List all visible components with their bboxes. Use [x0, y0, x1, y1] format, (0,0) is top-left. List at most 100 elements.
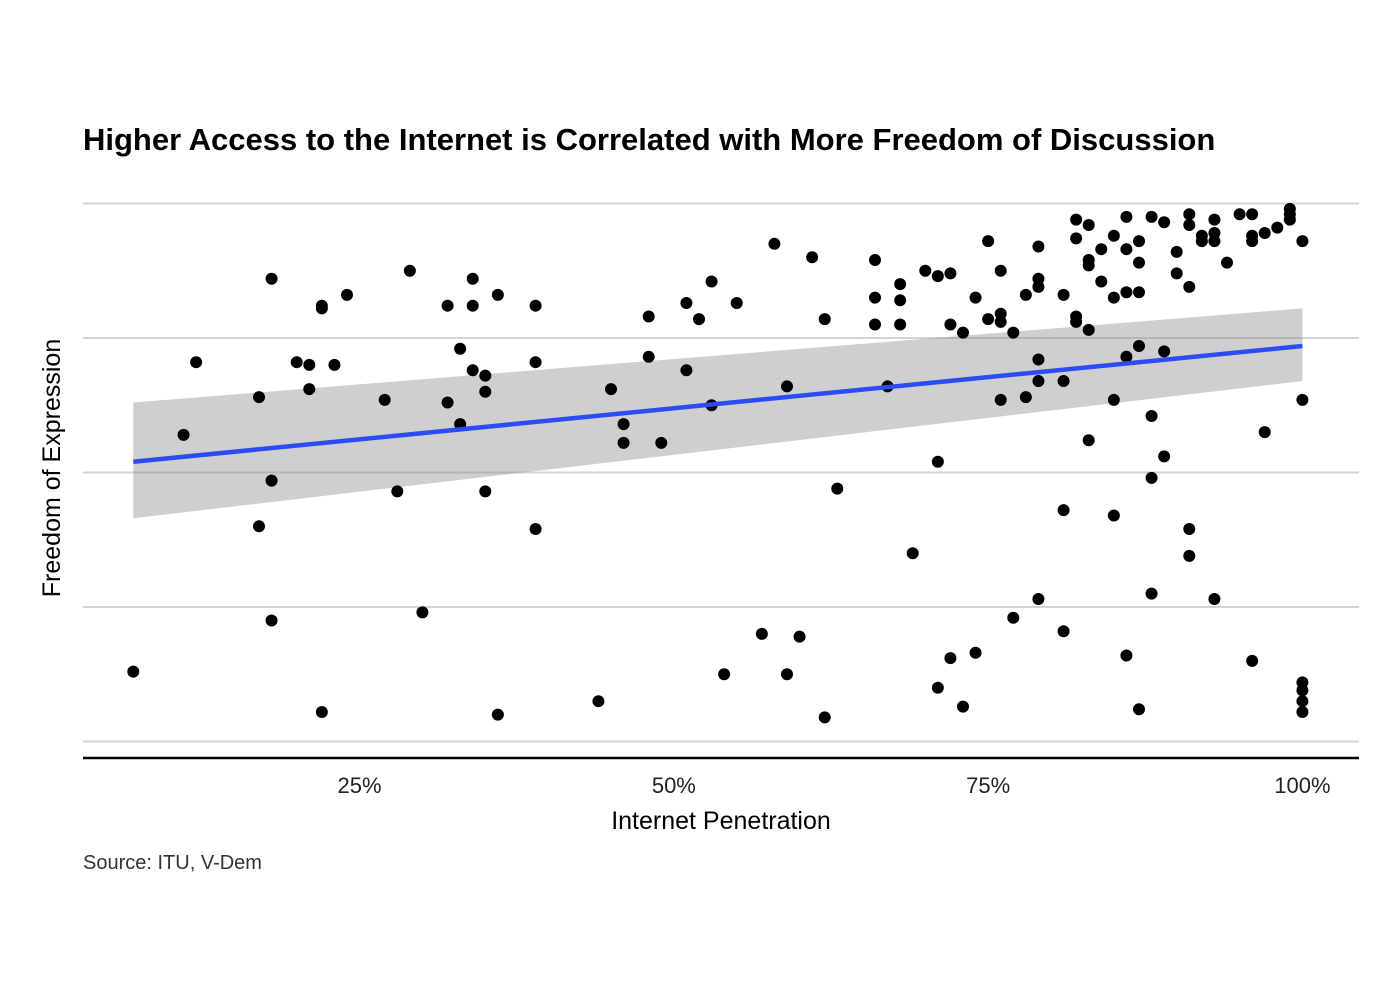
- data-point: [1145, 210, 1158, 223]
- y-axis-title: Freedom of Expression: [38, 339, 66, 597]
- data-point: [1233, 208, 1246, 221]
- trend-line: [133, 343, 1303, 464]
- data-point: [328, 358, 341, 371]
- data-point: [969, 646, 982, 659]
- data-point: [1082, 434, 1095, 447]
- data-point: [1133, 256, 1145, 269]
- data-point: [479, 485, 492, 498]
- data-point: [994, 264, 1007, 277]
- data-point: [1007, 326, 1020, 339]
- data-point: [1208, 213, 1221, 226]
- data-point: [1296, 684, 1309, 697]
- data-point: [378, 393, 391, 406]
- data-point: [127, 665, 140, 678]
- data-point: [931, 455, 944, 468]
- data-point: [1120, 210, 1133, 223]
- data-point: [529, 299, 542, 312]
- data-point: [869, 318, 881, 331]
- data-point: [680, 297, 693, 309]
- data-point: [1082, 218, 1095, 231]
- data-point: [315, 299, 328, 312]
- x-axis-ticks: 25% 50% 75% 100%: [338, 773, 1331, 798]
- data-point: [391, 485, 404, 498]
- data-point: [441, 299, 454, 312]
- data-point: [781, 380, 793, 393]
- data-point: [529, 356, 542, 369]
- data-point: [1183, 549, 1196, 562]
- data-point: [718, 668, 731, 681]
- data-point: [1032, 592, 1045, 605]
- data-point: [617, 418, 630, 431]
- data-point: [1032, 353, 1045, 366]
- data-point: [755, 627, 768, 640]
- data-point: [1296, 695, 1309, 708]
- data-point: [944, 652, 957, 665]
- data-point: [944, 318, 957, 331]
- data-point: [1120, 286, 1133, 299]
- data-point: [906, 547, 919, 560]
- data-point: [705, 275, 718, 288]
- data-point: [466, 272, 479, 285]
- data-point: [491, 708, 504, 721]
- data-point: [466, 364, 479, 377]
- data-point: [1107, 393, 1120, 406]
- data-point: [1258, 426, 1271, 439]
- data-point: [1133, 235, 1145, 248]
- data-point: [931, 270, 944, 283]
- data-point: [1107, 509, 1120, 522]
- data-point: [1070, 232, 1083, 245]
- data-point: [680, 364, 693, 377]
- data-point: [982, 313, 995, 326]
- data-point: [1145, 471, 1158, 484]
- data-point: [957, 326, 969, 339]
- data-point: [818, 313, 831, 326]
- data-point: [466, 299, 479, 312]
- data-point: [730, 297, 743, 309]
- data-point: [416, 606, 429, 619]
- x-tick-label: 100%: [1274, 773, 1330, 798]
- source-caption: Source: ITU, V-Dem: [83, 852, 262, 874]
- x-tick-label: 50%: [652, 773, 696, 798]
- data-point: [1145, 410, 1158, 422]
- data-point: [403, 264, 416, 277]
- data-point: [1082, 259, 1095, 272]
- data-point: [1296, 393, 1309, 406]
- data-point: [1283, 213, 1296, 226]
- data-point: [1158, 216, 1171, 229]
- data-point: [1246, 654, 1259, 667]
- data-point: [265, 614, 278, 627]
- data-point: [1296, 235, 1309, 248]
- data-point: [994, 315, 1007, 328]
- gridlines: [83, 202, 1359, 743]
- data-point: [1019, 391, 1032, 404]
- data-point: [1057, 375, 1070, 388]
- data-point: [253, 520, 265, 533]
- chart-title: Higher Access to the Internet is Correla…: [83, 122, 1215, 157]
- data-point: [1095, 243, 1108, 256]
- data-point: [894, 294, 907, 307]
- data-point: [529, 523, 542, 535]
- data-point: [265, 474, 278, 487]
- data-point: [1057, 288, 1070, 301]
- data-point: [1007, 611, 1020, 624]
- data-point: [1158, 345, 1171, 358]
- x-axis-title: Internet Penetration: [611, 807, 831, 835]
- confidence-band: [133, 308, 1303, 519]
- data-point: [491, 288, 504, 301]
- data-point: [290, 356, 303, 369]
- data-point: [479, 385, 492, 398]
- data-point: [1057, 625, 1070, 638]
- data-point: [1258, 227, 1271, 240]
- data-point: [1183, 280, 1196, 293]
- data-point: [781, 668, 793, 681]
- data-point: [1221, 256, 1233, 269]
- data-point: [1032, 240, 1045, 253]
- data-point: [1296, 705, 1309, 718]
- data-point: [1107, 229, 1120, 242]
- data-point: [1271, 221, 1284, 234]
- data-point: [1120, 350, 1133, 363]
- data-point: [1107, 291, 1120, 304]
- data-point: [1170, 245, 1183, 258]
- data-point: [1133, 340, 1145, 353]
